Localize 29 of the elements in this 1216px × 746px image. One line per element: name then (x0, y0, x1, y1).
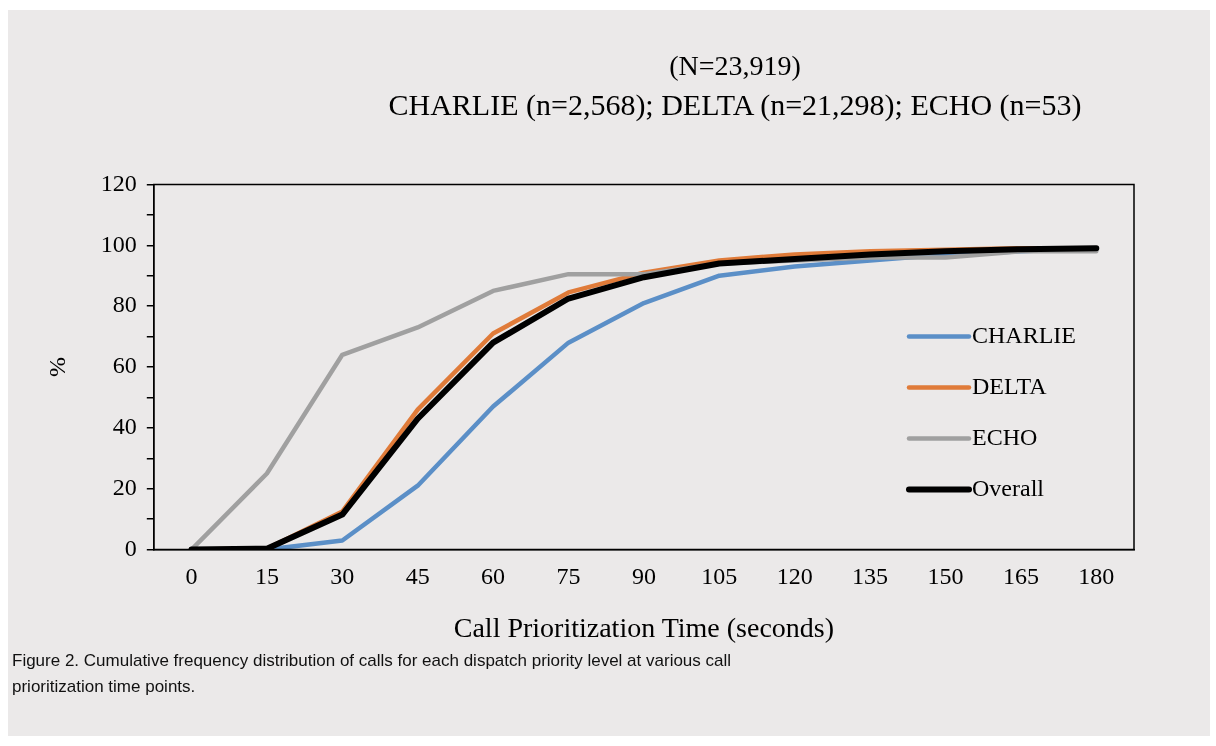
legend-label: Overall (972, 474, 1045, 501)
y-tick-label: 20 (112, 474, 137, 501)
y-tick-label: 120 (100, 169, 137, 196)
chart-title: (N=23,919) (668, 50, 802, 82)
x-tick-label: 120 (776, 563, 813, 590)
x-tick-label: 0 (185, 563, 198, 590)
x-tick-label: 150 (927, 563, 964, 590)
x-tick-label: 75 (556, 563, 581, 590)
x-tick-label: 180 (1078, 563, 1115, 590)
legend-label: CHARLIE (972, 321, 1076, 348)
y-tick-label: 40 (112, 413, 137, 440)
legend-label: ECHO (972, 423, 1038, 450)
x-tick-label: 60 (481, 563, 506, 590)
x-tick-label: 165 (1002, 563, 1039, 590)
chart-subtitle: CHARLIE (n=2,568); DELTA (n=21,298); ECHO (n=53) (387, 88, 1083, 122)
x-tick-label: 105 (701, 563, 738, 590)
y-tick-label: 0 (124, 534, 137, 561)
x-tick-label: 15 (254, 563, 279, 590)
x-tick-label: 30 (330, 563, 355, 590)
caption: Figure 2. Cumulative frequency distribution of calls for each dispatch priority level at various call prioritization time points. (12, 650, 732, 698)
x-tick-label: 90 (631, 563, 656, 590)
y-axis-title: % (43, 357, 70, 377)
y-tick-label: 100 (100, 230, 137, 257)
x-axis-title: Call Prioritization Time (seconds) (453, 611, 835, 643)
legend-label: DELTA (972, 372, 1048, 399)
x-tick-label: 45 (405, 563, 430, 590)
y-tick-label: 60 (112, 352, 137, 379)
y-tick-label: 80 (112, 291, 137, 318)
x-tick-label: 135 (852, 563, 889, 590)
